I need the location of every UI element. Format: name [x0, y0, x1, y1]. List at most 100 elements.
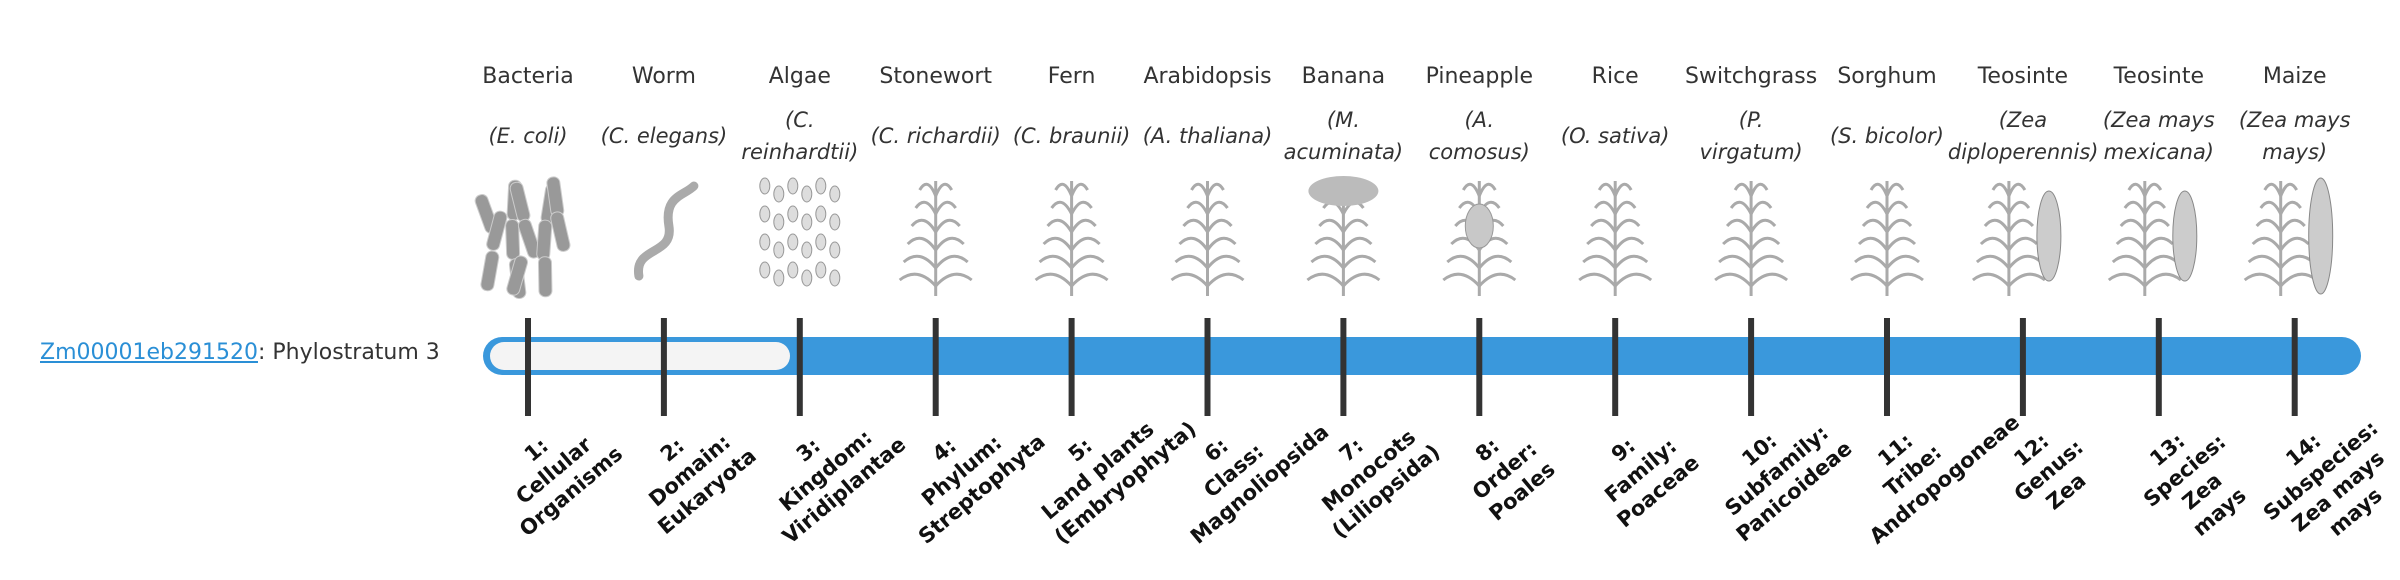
gene-link[interactable]: Zm00001eb291520 — [40, 340, 258, 365]
organism-name: Arabidopsis — [1143, 64, 1272, 89]
text-line: (A. — [1464, 108, 1495, 132]
leaf — [1593, 200, 1617, 215]
organism-species: (Zea mays mays) — [2220, 104, 2370, 168]
leaf — [1733, 182, 1753, 197]
leaf — [1613, 200, 1637, 215]
cell — [815, 177, 827, 195]
leaf — [2127, 182, 2147, 197]
cell — [815, 261, 827, 279]
leaf — [1885, 236, 1917, 251]
bar-unfilled — [490, 342, 790, 370]
leaf — [2119, 218, 2147, 233]
organism-illustration — [2243, 177, 2334, 296]
cob — [2036, 190, 2062, 282]
rod — [480, 250, 500, 292]
cell — [829, 241, 841, 259]
organism-illustration — [898, 181, 973, 296]
text-line: acuminata) — [1283, 140, 1404, 164]
organism-illustration — [759, 177, 841, 287]
leaf — [1722, 236, 1753, 251]
leaf — [1477, 182, 1497, 197]
leaf — [1885, 254, 1920, 269]
rod — [550, 211, 571, 252]
leaf — [1170, 272, 1209, 288]
leaf — [1971, 272, 2011, 288]
text-line: (O. sativa) — [1560, 124, 1670, 148]
leaf — [934, 182, 954, 197]
leaf — [1714, 272, 1753, 288]
leaf — [1983, 218, 2011, 233]
leaf — [2279, 254, 2314, 269]
organism-species: (C. braunii) — [997, 120, 1147, 152]
leaf — [1070, 218, 1097, 233]
cell — [787, 233, 799, 251]
leaf — [2255, 218, 2282, 233]
organism-species: (P. virgatum) — [1676, 104, 1826, 168]
leaf — [1857, 236, 1889, 251]
leaf — [2143, 272, 2182, 288]
text-line: comosus) — [1428, 140, 1530, 164]
organism-illustration — [1306, 176, 1381, 296]
leaf — [2279, 218, 2306, 233]
leaf — [1865, 200, 1889, 215]
leaf — [914, 200, 938, 215]
cell — [759, 233, 771, 251]
text-line: mexicana) — [2103, 140, 2215, 164]
organism-name: Pineapple — [1425, 64, 1534, 89]
cell — [773, 269, 785, 287]
leaf — [1850, 272, 1889, 288]
leaf — [2007, 182, 2027, 197]
leaf — [906, 236, 937, 251]
leaf — [1070, 182, 1089, 197]
cell — [759, 177, 771, 195]
cell — [759, 261, 771, 279]
leaf — [1749, 236, 1781, 251]
text-line: (C. braunii) — [1012, 124, 1131, 148]
cell — [787, 261, 799, 279]
cell — [787, 205, 799, 223]
leaf — [1854, 254, 1889, 269]
text-line: virgatum) — [1699, 140, 1803, 164]
rod — [536, 219, 553, 261]
leaf — [1975, 254, 2011, 269]
leaf — [1613, 236, 1645, 251]
organism-name: Switchgrass — [1685, 64, 1818, 89]
organism-species: (Zea diploperennis) — [1948, 104, 2099, 168]
cell — [829, 185, 841, 203]
leaf — [1042, 236, 1073, 251]
leaf — [1478, 254, 1513, 269]
text-line: (Zea — [1998, 108, 2048, 132]
organism-species: (A. thaliana) — [1133, 120, 1283, 152]
crown — [1308, 176, 1379, 206]
leaf — [1578, 272, 1617, 288]
rod — [537, 256, 553, 298]
organism-species: (C. reinhardtii) — [725, 104, 875, 168]
leaf — [1749, 200, 1773, 215]
leaf — [1206, 272, 1245, 288]
organism-name: Banana — [1301, 64, 1386, 89]
organism-name: Stonewort — [879, 64, 993, 89]
leaf — [1597, 182, 1617, 197]
leaf — [1314, 236, 1345, 251]
leaf — [1586, 236, 1617, 251]
fruit — [1464, 203, 1494, 249]
organism-illustration — [474, 176, 571, 300]
leaf — [1178, 236, 1209, 251]
organism-name: Algae — [768, 64, 831, 89]
text-line: (M. — [1326, 108, 1360, 132]
cob — [2308, 177, 2334, 295]
rod — [505, 219, 521, 261]
leaf — [1478, 272, 1517, 288]
leaf — [1206, 254, 1241, 269]
organism-name: Maize — [2262, 64, 2327, 89]
leaf — [1590, 218, 1617, 233]
leaf — [1614, 272, 1653, 288]
leaf — [934, 236, 965, 251]
cell — [773, 185, 785, 203]
organism-name: Sorghum — [1837, 64, 1937, 89]
leaf — [1885, 218, 1913, 233]
leaf — [2111, 254, 2146, 269]
leaf — [1342, 272, 1381, 288]
leaf — [2251, 236, 2282, 251]
